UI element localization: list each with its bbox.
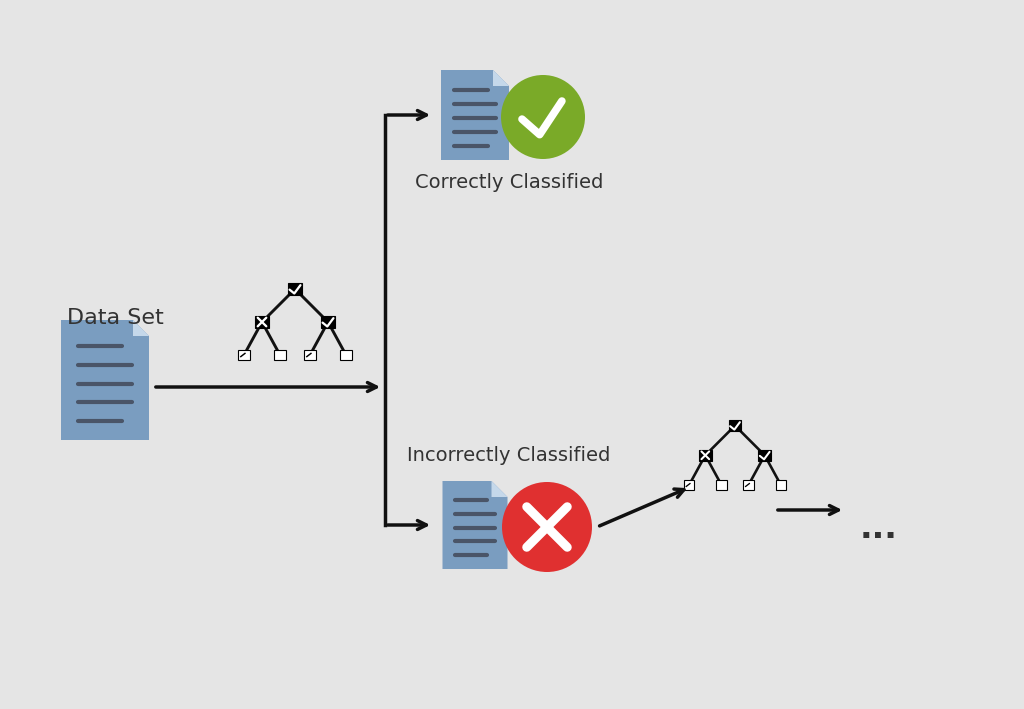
FancyBboxPatch shape	[274, 350, 286, 360]
FancyBboxPatch shape	[717, 481, 727, 490]
Polygon shape	[492, 481, 508, 497]
Polygon shape	[61, 320, 150, 440]
Text: ...: ...	[860, 511, 898, 545]
Polygon shape	[441, 70, 509, 160]
Text: Data Set: Data Set	[67, 308, 164, 328]
Polygon shape	[493, 70, 509, 86]
Text: Incorrectly Classified: Incorrectly Classified	[408, 446, 610, 465]
FancyBboxPatch shape	[255, 316, 269, 328]
FancyBboxPatch shape	[729, 420, 741, 431]
FancyBboxPatch shape	[684, 481, 694, 490]
FancyBboxPatch shape	[743, 481, 754, 490]
FancyBboxPatch shape	[239, 350, 250, 360]
FancyBboxPatch shape	[340, 350, 351, 360]
FancyBboxPatch shape	[759, 450, 771, 461]
Polygon shape	[442, 481, 508, 569]
Circle shape	[502, 482, 592, 572]
Polygon shape	[133, 320, 150, 336]
Text: Correctly Classified: Correctly Classified	[415, 173, 603, 192]
Circle shape	[501, 75, 585, 159]
FancyBboxPatch shape	[304, 350, 315, 360]
FancyBboxPatch shape	[321, 316, 335, 328]
FancyBboxPatch shape	[699, 450, 712, 461]
FancyBboxPatch shape	[776, 481, 786, 490]
FancyBboxPatch shape	[288, 283, 302, 296]
